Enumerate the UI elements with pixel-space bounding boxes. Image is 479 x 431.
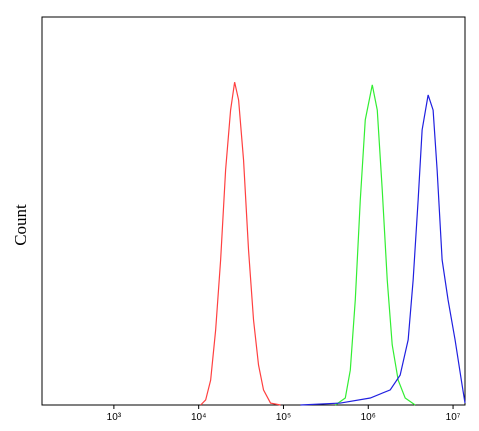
series-line bbox=[300, 94, 466, 406]
y-axis-label: Count bbox=[11, 204, 30, 246]
x-tick-label: 10⁵ bbox=[276, 412, 291, 423]
x-tick-label: 10⁷ bbox=[446, 412, 461, 423]
x-tick-label: 10⁴ bbox=[191, 412, 206, 423]
series-line bbox=[335, 84, 416, 406]
plot-frame bbox=[41, 16, 466, 406]
x-tick-label: 10⁶ bbox=[361, 412, 376, 423]
x-tick-label: 10³ bbox=[107, 412, 122, 423]
series-line bbox=[200, 82, 281, 406]
